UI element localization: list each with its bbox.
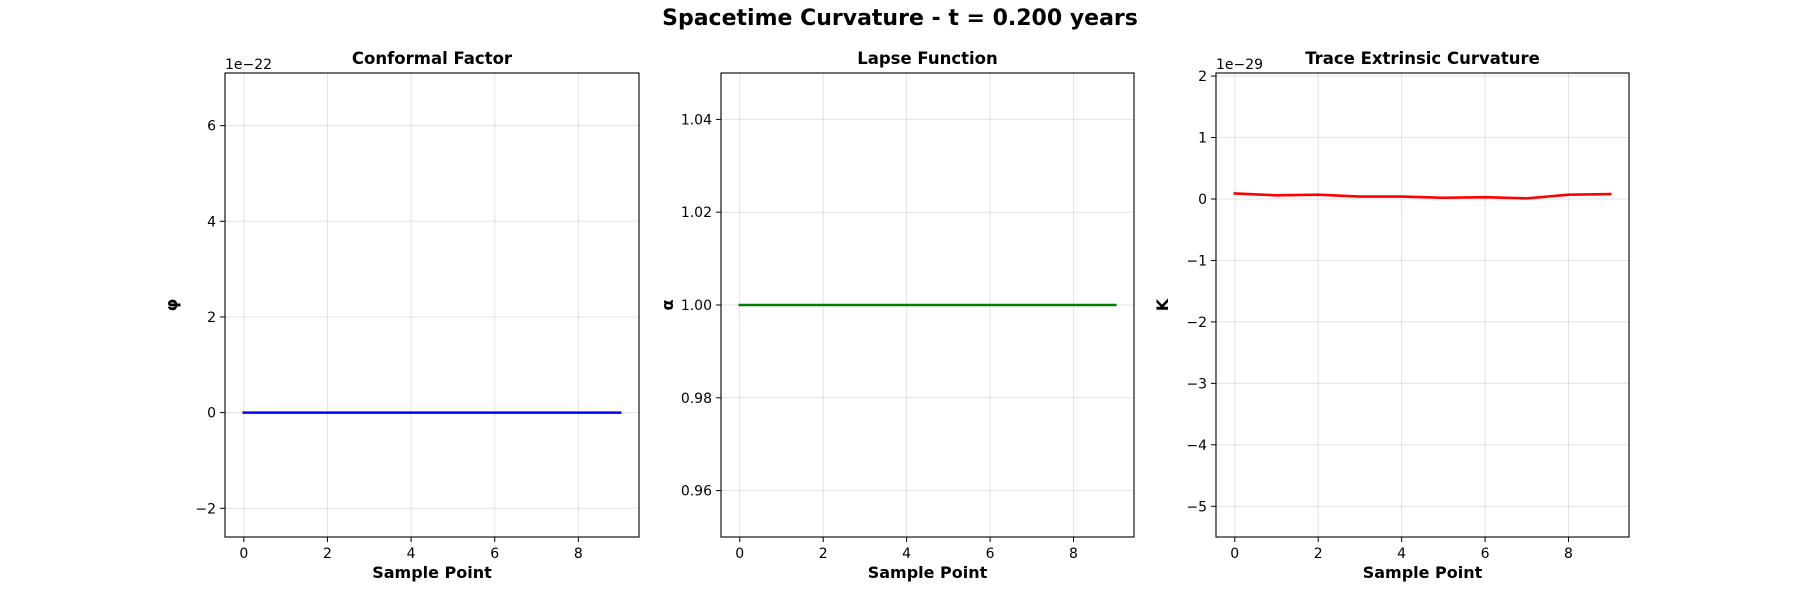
x-axis-label: Sample Point — [868, 563, 988, 582]
y-tick-label: 2 — [1198, 69, 1207, 85]
y-tick-label: −1 — [1186, 253, 1207, 269]
x-tick-label: 0 — [1230, 546, 1239, 562]
y-tick-label: 1.04 — [681, 112, 712, 128]
panel-title: Lapse Function — [857, 49, 998, 68]
x-tick-label: 8 — [1564, 546, 1573, 562]
x-tick-label: 6 — [490, 546, 499, 562]
axis-offset-label: 1e−29 — [1216, 57, 1263, 73]
panel-title: Trace Extrinsic Curvature — [1305, 49, 1540, 68]
y-tick-label: 4 — [207, 214, 216, 230]
chart-panel-1: 0 2 4 6 8 −2 0 2 4 6 Conformal Factor Sample Point φ… — [162, 49, 640, 582]
series-line-1 — [1233, 192, 1612, 200]
panel-title: Conformal Factor — [352, 49, 513, 68]
x-tick-label: 0 — [239, 546, 248, 562]
x-tick-label: 8 — [574, 546, 583, 562]
x-tick-label: 0 — [735, 546, 744, 562]
y-tick-label: 0 — [1198, 192, 1207, 208]
x-tick-label: 4 — [1397, 546, 1406, 562]
axes-frame — [1215, 72, 1630, 538]
y-tick-label: 1.02 — [681, 205, 712, 221]
y-axis-label: α — [658, 300, 677, 311]
axes-frame — [224, 72, 640, 538]
axis-offset-label: 1e−22 — [225, 57, 272, 73]
y-tick-label: 0.98 — [681, 391, 712, 407]
x-axis-label: Sample Point — [372, 563, 492, 582]
y-tick-label: 0 — [207, 406, 216, 422]
x-tick-label: 2 — [1314, 546, 1323, 562]
x-tick-label: 2 — [323, 546, 332, 562]
x-tick-label: 8 — [1069, 546, 1078, 562]
y-tick-label: −5 — [1186, 499, 1207, 515]
x-tick-label: 6 — [1481, 546, 1490, 562]
y-tick-label: 0.96 — [681, 484, 712, 500]
y-axis-label: K — [1153, 298, 1172, 311]
y-tick-label: 1 — [1198, 131, 1207, 147]
figure-title: Spacetime Curvature - t = 0.200 years — [662, 6, 1138, 31]
x-tick-label: 4 — [407, 546, 416, 562]
y-tick-label: −4 — [1186, 438, 1207, 454]
y-tick-label: 1.00 — [681, 298, 712, 314]
x-tick-label: 6 — [986, 546, 995, 562]
chart-panel-2: 0 2 4 6 8 0.96 0.98 1.00 1.02 1.04 Lapse Function S… — [658, 49, 1135, 582]
y-tick-label: 2 — [207, 310, 216, 326]
x-tick-label: 2 — [819, 546, 828, 562]
y-tick-label: −2 — [1186, 315, 1207, 331]
y-tick-label: −3 — [1186, 376, 1207, 392]
chart-panel-3: 0 2 4 6 8 −5 −4 −3 −2 −1 0 1 2 Trace Extrinsic Curvat… — [1153, 49, 1630, 582]
y-tick-label: 6 — [207, 119, 216, 135]
x-tick-label: 4 — [902, 546, 911, 562]
y-tick-label: −2 — [195, 501, 216, 517]
y-axis-label: φ — [162, 299, 181, 312]
x-axis-label: Sample Point — [1363, 563, 1483, 582]
